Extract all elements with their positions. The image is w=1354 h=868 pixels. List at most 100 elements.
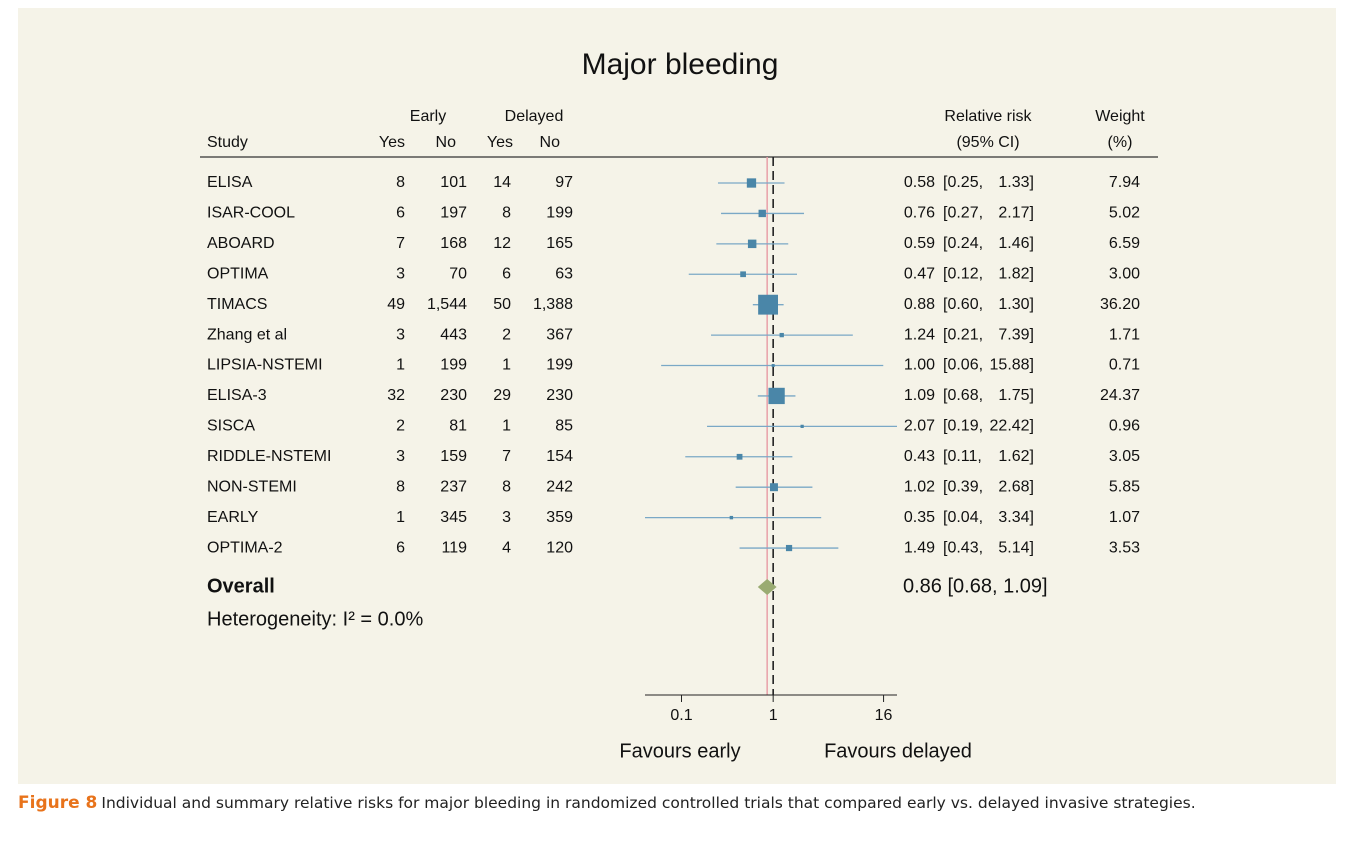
weight-value: 3.05 bbox=[1109, 448, 1140, 465]
count-cell: 2 bbox=[502, 326, 511, 343]
ci-low: [0.27, bbox=[943, 205, 983, 222]
count-cell: 101 bbox=[440, 174, 467, 191]
count-cell: 4 bbox=[502, 539, 511, 556]
count-cell: 159 bbox=[440, 448, 467, 465]
column-header: No bbox=[540, 134, 561, 151]
overall-diamond bbox=[757, 579, 777, 595]
ci-low: [0.11, bbox=[943, 448, 982, 465]
ci-low: [0.25, bbox=[943, 174, 983, 191]
rr-value: 0.76 bbox=[904, 205, 935, 222]
rr-value: 1.00 bbox=[904, 357, 935, 374]
count-cell: 359 bbox=[546, 509, 573, 526]
estimate-marker bbox=[785, 544, 793, 552]
ci-low: [0.04, bbox=[943, 509, 983, 526]
study-name: OPTIMA bbox=[207, 265, 269, 282]
count-cell: 70 bbox=[449, 265, 467, 282]
count-cell: 345 bbox=[440, 509, 467, 526]
x-tick-label: 1 bbox=[769, 707, 778, 724]
ci-high: 1.75] bbox=[998, 387, 1034, 404]
ci-low: [0.43, bbox=[943, 539, 983, 556]
rr-value: 1.49 bbox=[904, 539, 935, 556]
study-name: ELISA bbox=[207, 174, 253, 191]
study-name: ABOARD bbox=[207, 235, 275, 252]
weight-value: 24.37 bbox=[1100, 387, 1140, 404]
weight-value: 0.71 bbox=[1109, 357, 1140, 374]
overall-label: 0.86 [0.68, 1.09] bbox=[903, 575, 1048, 597]
count-cell: 3 bbox=[396, 326, 405, 343]
ci-high: 22.42] bbox=[990, 418, 1034, 435]
study-name: EARLY bbox=[207, 509, 259, 526]
count-cell: 1,388 bbox=[533, 296, 573, 313]
group-header: Early bbox=[410, 108, 446, 125]
rr-value: 0.43 bbox=[904, 448, 935, 465]
weight-value: 0.96 bbox=[1109, 418, 1140, 435]
count-cell: 3 bbox=[396, 265, 405, 282]
count-cell: 85 bbox=[555, 418, 573, 435]
weight-value: 1.71 bbox=[1109, 326, 1140, 343]
column-header: Yes bbox=[379, 134, 405, 151]
rr-value: 1.09 bbox=[904, 387, 935, 404]
weight-value: 3.00 bbox=[1109, 265, 1140, 282]
count-cell: 49 bbox=[387, 296, 405, 313]
x-axis-label: Favours early bbox=[619, 740, 740, 762]
count-cell: 7 bbox=[502, 448, 511, 465]
x-tick-label: 16 bbox=[875, 707, 893, 724]
weight-value: 5.85 bbox=[1109, 478, 1140, 495]
weight-header: Weight bbox=[1095, 108, 1145, 125]
ci-high: 2.68] bbox=[998, 478, 1034, 495]
caption-label: Figure 8 bbox=[18, 793, 98, 813]
rr-value: 1.24 bbox=[904, 326, 935, 343]
weight-value: 6.59 bbox=[1109, 235, 1140, 252]
ci-low: [0.39, bbox=[943, 478, 983, 495]
estimate-marker bbox=[779, 332, 784, 338]
rr-value: 0.59 bbox=[904, 235, 935, 252]
ci-high: 1.46] bbox=[998, 235, 1034, 252]
count-cell: 14 bbox=[493, 174, 511, 191]
column-header: Yes bbox=[487, 134, 513, 151]
ci-low: [0.24, bbox=[943, 235, 983, 252]
estimate-marker bbox=[736, 453, 743, 460]
estimate-marker bbox=[729, 515, 734, 520]
count-cell: 165 bbox=[546, 235, 573, 252]
estimate-marker bbox=[768, 387, 785, 405]
estimate-marker bbox=[800, 424, 804, 428]
count-cell: 3 bbox=[396, 448, 405, 465]
ci-high: 1.62] bbox=[998, 448, 1034, 465]
weight-value: 36.20 bbox=[1100, 296, 1140, 313]
count-cell: 443 bbox=[440, 326, 467, 343]
count-cell: 7 bbox=[396, 235, 405, 252]
count-cell: 12 bbox=[493, 235, 511, 252]
count-cell: 8 bbox=[502, 205, 511, 222]
rr-header: (95% CI) bbox=[956, 134, 1019, 151]
heterogeneity: Heterogeneity: I² = 0.0% bbox=[207, 608, 423, 630]
ci-low: [0.12, bbox=[943, 265, 983, 282]
estimate-marker bbox=[740, 271, 746, 278]
weight-value: 1.07 bbox=[1109, 509, 1140, 526]
weight-value: 3.53 bbox=[1109, 539, 1140, 556]
study-name: ELISA-3 bbox=[207, 387, 267, 404]
count-cell: 6 bbox=[396, 539, 405, 556]
count-cell: 199 bbox=[440, 357, 467, 374]
ci-low: [0.60, bbox=[943, 296, 983, 313]
rr-header: Relative risk bbox=[944, 108, 1032, 125]
column-header: Study bbox=[207, 134, 248, 151]
count-cell: 119 bbox=[441, 539, 467, 556]
ci-high: 1.33] bbox=[998, 174, 1034, 191]
ci-high: 1.82] bbox=[998, 265, 1034, 282]
rr-value: 0.47 bbox=[904, 265, 935, 282]
ci-high: 5.14] bbox=[998, 539, 1034, 556]
count-cell: 230 bbox=[546, 387, 573, 404]
ci-high: 2.17] bbox=[998, 205, 1034, 222]
column-header: No bbox=[436, 134, 457, 151]
study-name: LIPSIA-NSTEMI bbox=[207, 357, 323, 374]
study-name: TIMACS bbox=[207, 296, 267, 313]
estimate-marker bbox=[771, 364, 775, 368]
weight-value: 7.94 bbox=[1109, 174, 1140, 191]
count-cell: 8 bbox=[502, 478, 511, 495]
rr-value: 0.35 bbox=[904, 509, 935, 526]
count-cell: 237 bbox=[440, 478, 467, 495]
count-cell: 8 bbox=[396, 174, 405, 191]
count-cell: 168 bbox=[440, 235, 467, 252]
panel bbox=[18, 8, 1336, 784]
count-cell: 1 bbox=[502, 418, 511, 435]
